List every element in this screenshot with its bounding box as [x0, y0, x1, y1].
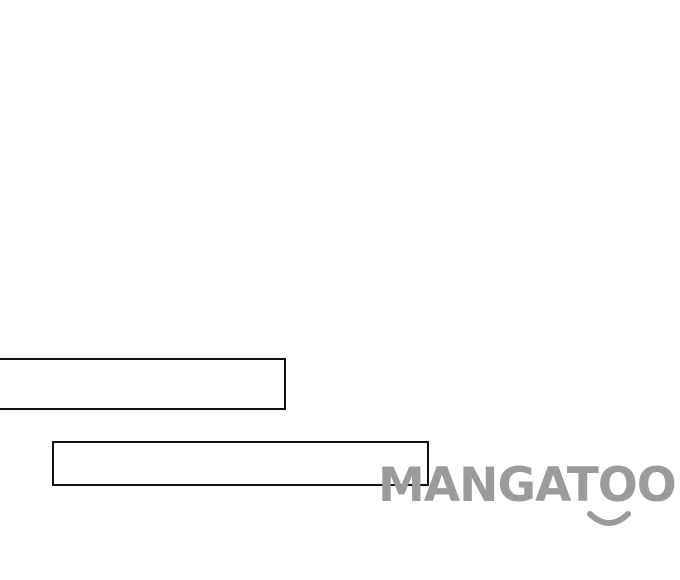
watermark-text: MANGATOON	[378, 458, 680, 513]
empty-caption-box-upper	[0, 358, 286, 410]
mangatoon-watermark-logo: MANGATOON	[378, 462, 680, 532]
smile-icon	[587, 511, 631, 526]
empty-caption-box-lower	[52, 441, 429, 486]
